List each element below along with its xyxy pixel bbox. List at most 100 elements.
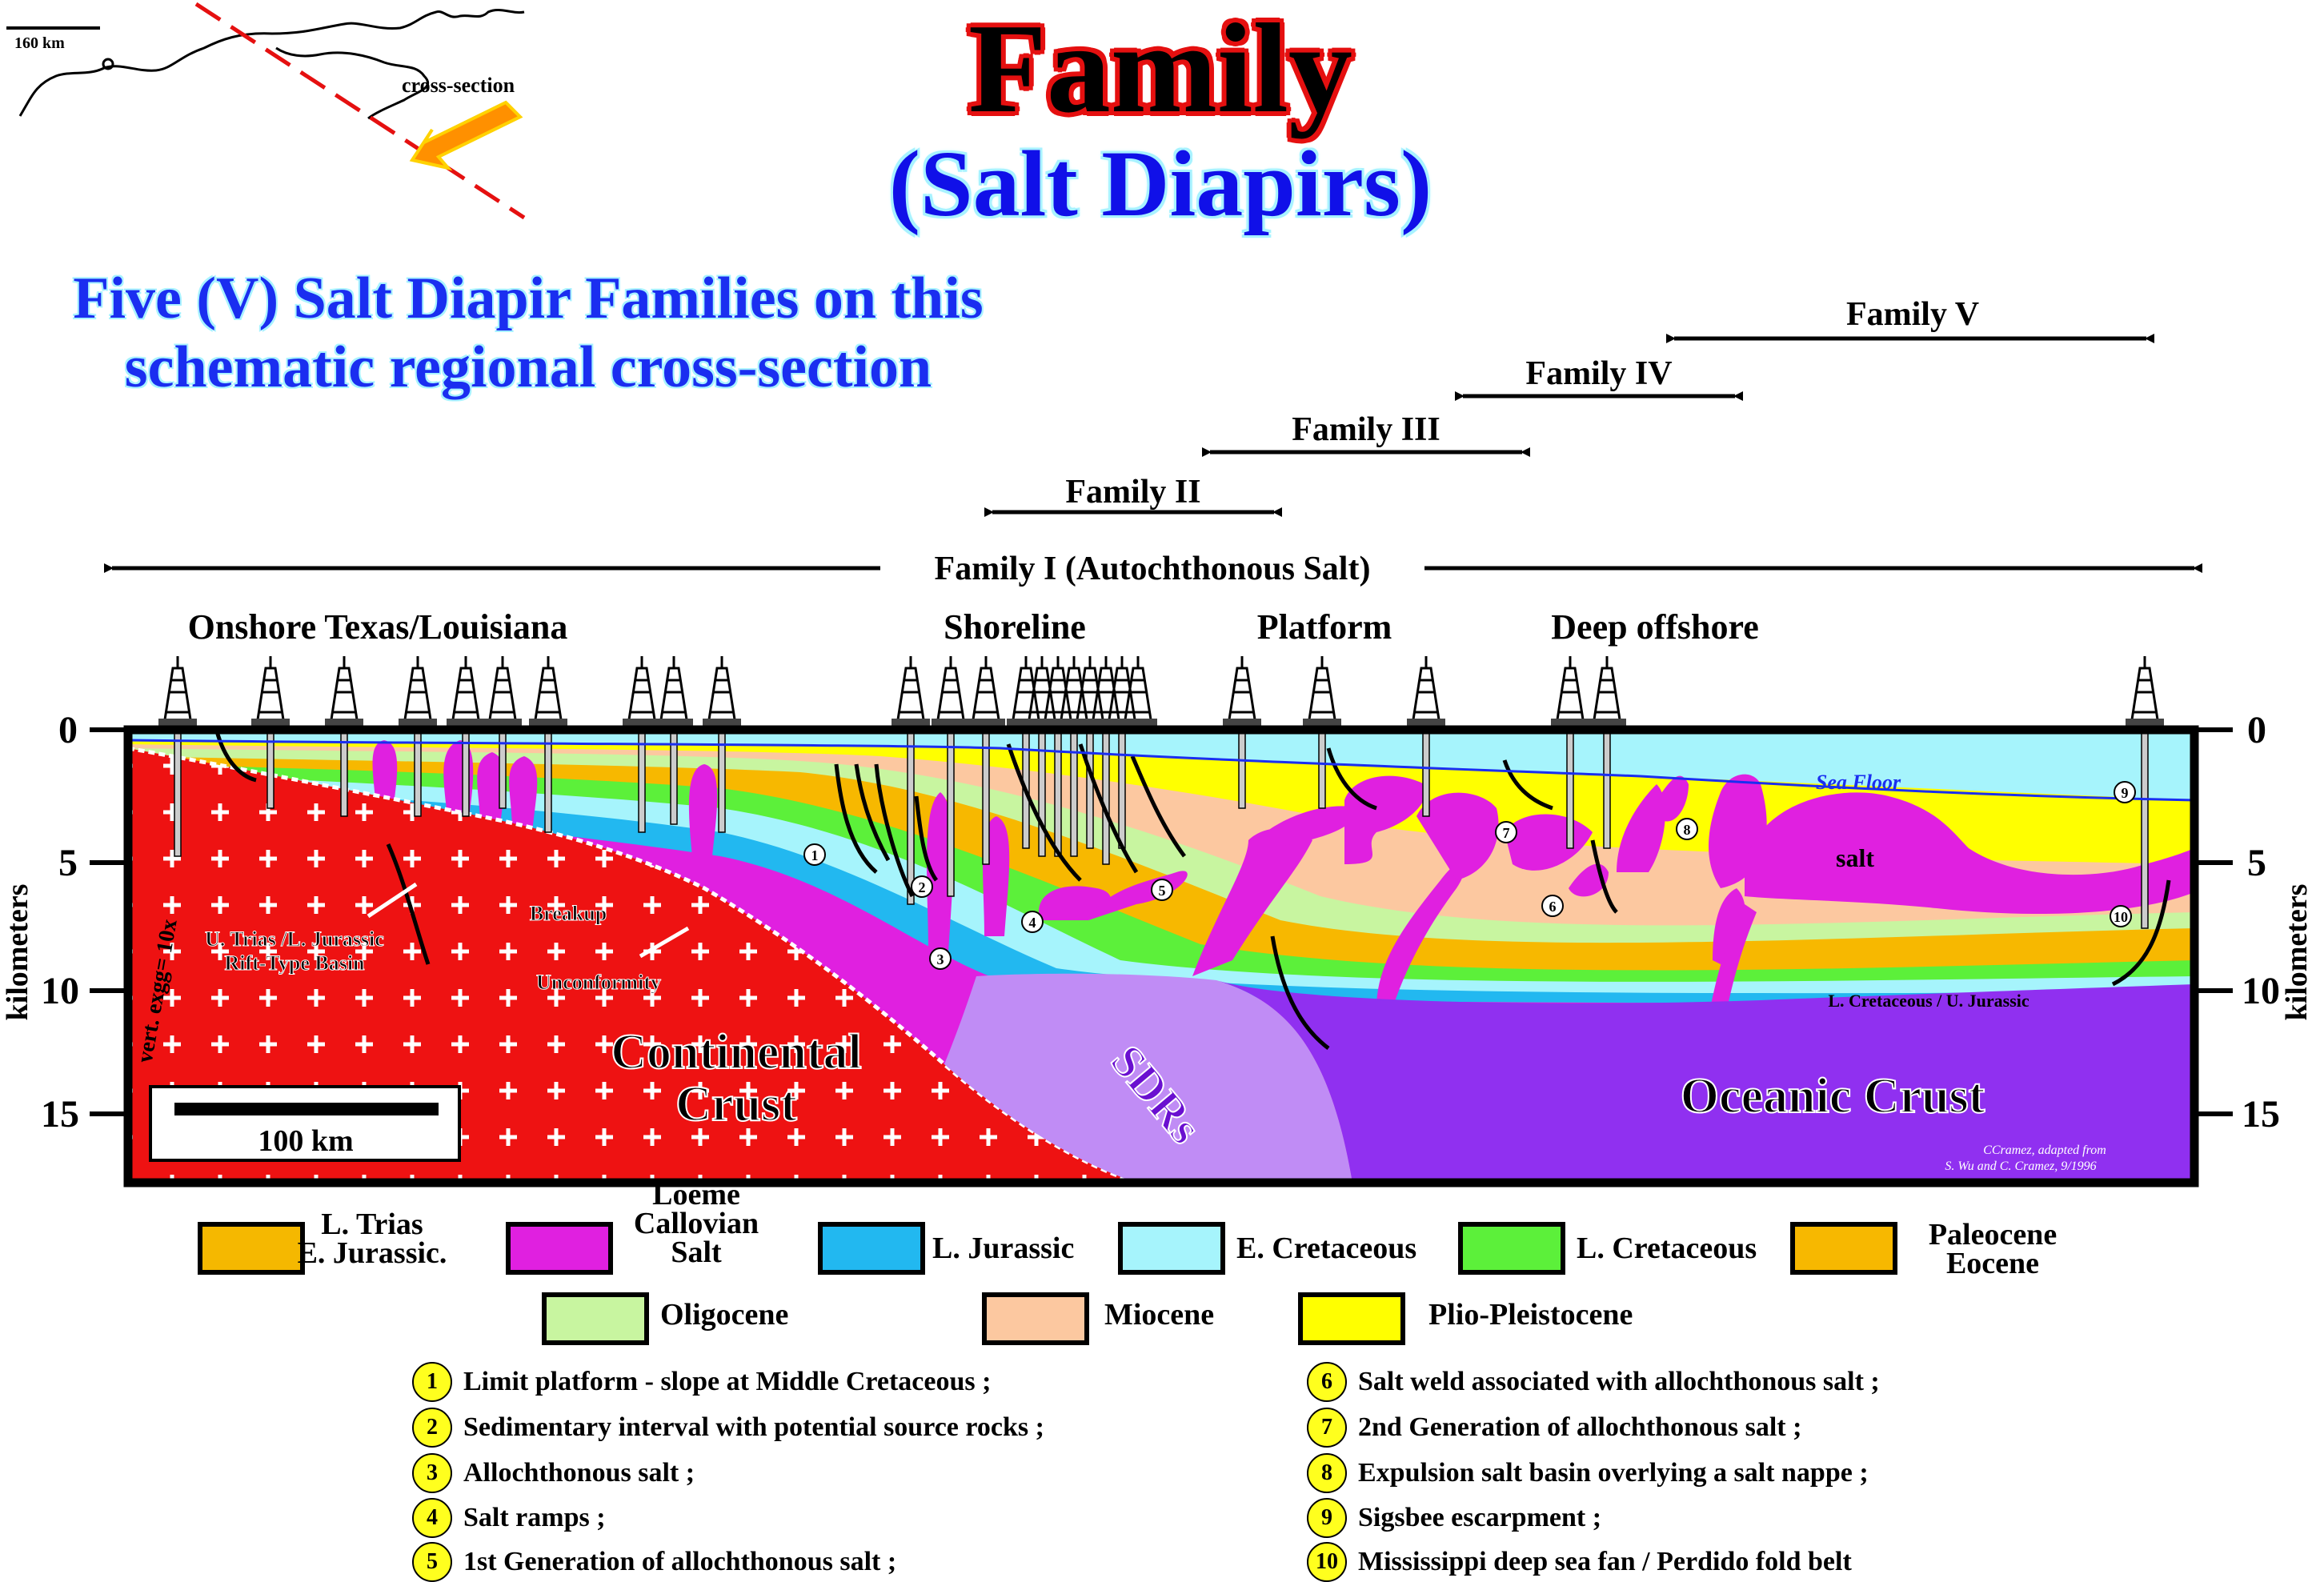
scale-bar-label: 100 km xyxy=(258,1124,353,1158)
section-marker: 8 xyxy=(1676,818,1698,840)
inset-map: 160 km cross-section xyxy=(6,2,526,220)
legend-swatch xyxy=(1118,1222,1225,1275)
sdrs xyxy=(944,973,1352,1183)
legend-swatch xyxy=(198,1222,305,1275)
well-bore xyxy=(1318,730,1326,809)
legend-label: Oligocene xyxy=(660,1298,788,1332)
axis-label-left: kilometers xyxy=(1,884,34,1021)
note-4: 4 Salt ramps ; xyxy=(412,1498,606,1538)
note-3-marker: 3 xyxy=(412,1453,452,1493)
section-marker-number: 10 xyxy=(2114,909,2128,925)
section-marker-number: 1 xyxy=(811,847,819,863)
legend-label: E. Jurassic. xyxy=(298,1236,447,1270)
tick-10-left: 10 xyxy=(41,970,79,1012)
family-v-label: Family V xyxy=(1846,296,1979,333)
section-frame xyxy=(123,725,2199,1188)
region-shoreline: Shoreline xyxy=(944,607,1086,647)
legend-swatch xyxy=(1298,1292,1405,1345)
drilling-rig-icon xyxy=(1303,656,1341,731)
drilling-rig-icon xyxy=(2126,656,2164,731)
tick-0-right: 0 xyxy=(2247,709,2266,751)
note-9-text: Sigsbee escarpment ; xyxy=(1358,1503,1602,1532)
well-bore xyxy=(982,730,990,865)
drilling-rig-icon xyxy=(158,656,197,731)
drilling-rig-icon xyxy=(655,656,693,731)
well-bore xyxy=(414,730,422,817)
page-subtitle: (Salt Diapirs) xyxy=(888,131,1432,236)
drilling-rig-icon xyxy=(703,656,741,731)
note-8-marker: 8 xyxy=(1307,1453,1347,1493)
family-i: Family I (Autochthonous Salt) xyxy=(104,544,2202,589)
legend-label: Paleocene xyxy=(1929,1218,2057,1252)
drilling-rig-icon xyxy=(1551,656,1589,731)
continental-crust xyxy=(128,748,1136,1183)
oceanic-crust-label: Oceanic Crust xyxy=(1681,1069,1985,1123)
scale-bar-box xyxy=(149,1085,461,1162)
legend-label: Loeme xyxy=(652,1178,740,1212)
breakup-label-2: Unconformity xyxy=(536,971,661,994)
family-iv-label: Family IV xyxy=(1525,355,1672,392)
note-5-text: 1st Generation of allochthonous salt ; xyxy=(463,1547,897,1576)
section-marker: 6 xyxy=(1541,895,1564,917)
family-iv: Family IV xyxy=(1455,355,1743,401)
family-iii: Family III xyxy=(1202,411,1530,457)
drilling-rig-icon xyxy=(1407,656,1445,731)
legend-item: E. Cretaceous xyxy=(1118,1222,1416,1275)
legend-label: Callovian xyxy=(634,1207,759,1240)
note-10-text: Mississippi deep sea fan / Perdido fold … xyxy=(1358,1547,1852,1576)
well-bore xyxy=(670,730,678,825)
note-6-marker: 6 xyxy=(1307,1362,1347,1402)
section-marker-number: 6 xyxy=(1549,899,1557,915)
legend-label: Eocene xyxy=(1946,1247,2039,1280)
note-3: 3 Allochthonous salt ; xyxy=(412,1453,695,1493)
well-bore xyxy=(1566,730,1574,849)
note-3-text: Allochthonous salt ; xyxy=(463,1458,695,1488)
legend-label: L. Trias xyxy=(321,1208,423,1241)
well-bore xyxy=(1603,730,1611,849)
region-deep-offshore: Deep offshore xyxy=(1551,607,1758,647)
well-bore xyxy=(1118,730,1126,849)
note-10-marker: 10 xyxy=(1307,1542,1347,1582)
tick-0-left: 0 xyxy=(58,709,78,751)
region-labels: Onshore Texas/Louisiana Shoreline Platfo… xyxy=(188,607,1759,647)
breakup-label-1: Breakup xyxy=(530,902,607,925)
drilling-rig-icon xyxy=(447,656,485,731)
well-bore xyxy=(947,730,955,897)
note-7: 7 2nd Generation of allochthonous salt ; xyxy=(1307,1408,1801,1448)
salt-label: salt xyxy=(1836,843,1874,872)
continental-crust-label-2: Crust xyxy=(675,1077,797,1131)
note-7-marker: 7 xyxy=(1307,1408,1347,1448)
note-9: 9 Sigsbee escarpment ; xyxy=(1307,1498,1601,1538)
note-6-text: Salt weld associated with allochthonous … xyxy=(1358,1367,1880,1396)
tick-5-left: 5 xyxy=(58,842,78,884)
credit-line-1: CCramez, adapted from xyxy=(1983,1143,2106,1157)
axis-label-right: kilometers xyxy=(2280,884,2314,1021)
drilling-rig-icon xyxy=(399,656,437,731)
well-bore xyxy=(462,730,470,817)
section-marker: 1 xyxy=(803,843,826,866)
section-marker-number: 7 xyxy=(1503,825,1510,841)
note-1-marker: 1 xyxy=(412,1362,452,1402)
note-8: 8 Expulsion salt basin overlying a salt n… xyxy=(1307,1453,1869,1493)
family-v: Family V xyxy=(1666,294,2154,343)
drilling-rig-icon xyxy=(1588,656,1626,731)
legend-swatch xyxy=(982,1292,1089,1345)
inset-scale-label: 160 km xyxy=(14,34,65,52)
tick-15-left: 15 xyxy=(41,1093,79,1135)
note-6: 6 Salt weld associated with allochthonous… xyxy=(1307,1362,1880,1402)
breakup-pointer xyxy=(639,926,690,959)
drilling-rig-icon xyxy=(483,656,522,731)
drilling-rigs xyxy=(158,656,2164,731)
sea-floor-label: Sea Floor xyxy=(1816,771,1901,794)
note-5: 5 1st Generation of allochthonous salt ; xyxy=(412,1542,896,1582)
depth-axis-left: 0 5 10 15 kilometers xyxy=(1,709,128,1135)
note-2-marker: 2 xyxy=(412,1408,452,1448)
section-marker-number: 3 xyxy=(937,951,944,967)
section-marker: 2 xyxy=(911,875,933,898)
well-bore xyxy=(1238,730,1246,809)
section-marker-number: 2 xyxy=(919,879,926,895)
drilling-rig-icon xyxy=(1223,656,1261,731)
tick-5-right: 5 xyxy=(2247,842,2266,884)
section-marker-number: 4 xyxy=(1029,915,1036,931)
